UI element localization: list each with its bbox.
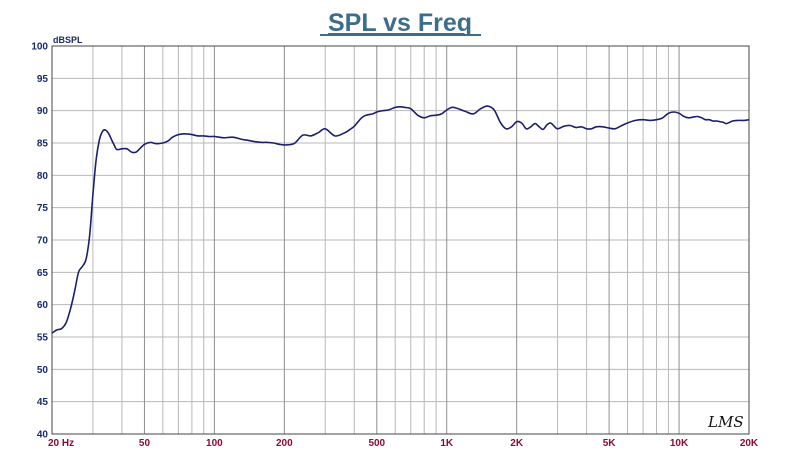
y-tick-label: 80 [37, 171, 49, 182]
chart-title: SPL vs Freq [328, 9, 472, 37]
y-tick-label: 90 [37, 106, 49, 117]
x-tick-label: 200 [276, 438, 293, 449]
x-tick-label: 100 [206, 438, 223, 449]
x-tick-label: 10K [670, 438, 689, 449]
x-tick-label: 50 [139, 438, 151, 449]
y-tick-labels: 100 95 90 85 80 75 70 65 60 55 50 45 40 [31, 42, 48, 441]
y-axis-label: dBSPL [53, 35, 83, 45]
y-tick-label: 45 [37, 397, 49, 408]
y-tick-label: 40 [37, 430, 49, 441]
lms-watermark: LMS [707, 413, 744, 431]
x-tick-label: 20K [740, 438, 759, 449]
plot-frame [51, 45, 750, 435]
y-tick-label: 60 [37, 300, 49, 311]
x-tick-label: 500 [368, 438, 385, 449]
y-tick-label: 50 [37, 365, 49, 376]
y-tick-label: 100 [31, 42, 48, 53]
y-tick-label: 85 [37, 139, 49, 150]
x-tick-label: 2K [510, 438, 524, 449]
x-tick-label: 1K [440, 438, 454, 449]
x-tick-labels: 20 Hz 50 100 200 500 1K 2K 5K 10K 20K [48, 438, 759, 449]
spl-curve [51, 105, 750, 334]
x-tick-label: 20 Hz [48, 438, 74, 449]
grid-lines [52, 46, 749, 434]
y-tick-label: 70 [37, 236, 49, 247]
y-tick-label: 95 [37, 74, 49, 85]
y-tick-label: 55 [37, 333, 49, 344]
y-tick-label: 65 [37, 268, 49, 279]
y-tick-label: 75 [37, 203, 49, 214]
x-tick-label: 5K [603, 438, 617, 449]
